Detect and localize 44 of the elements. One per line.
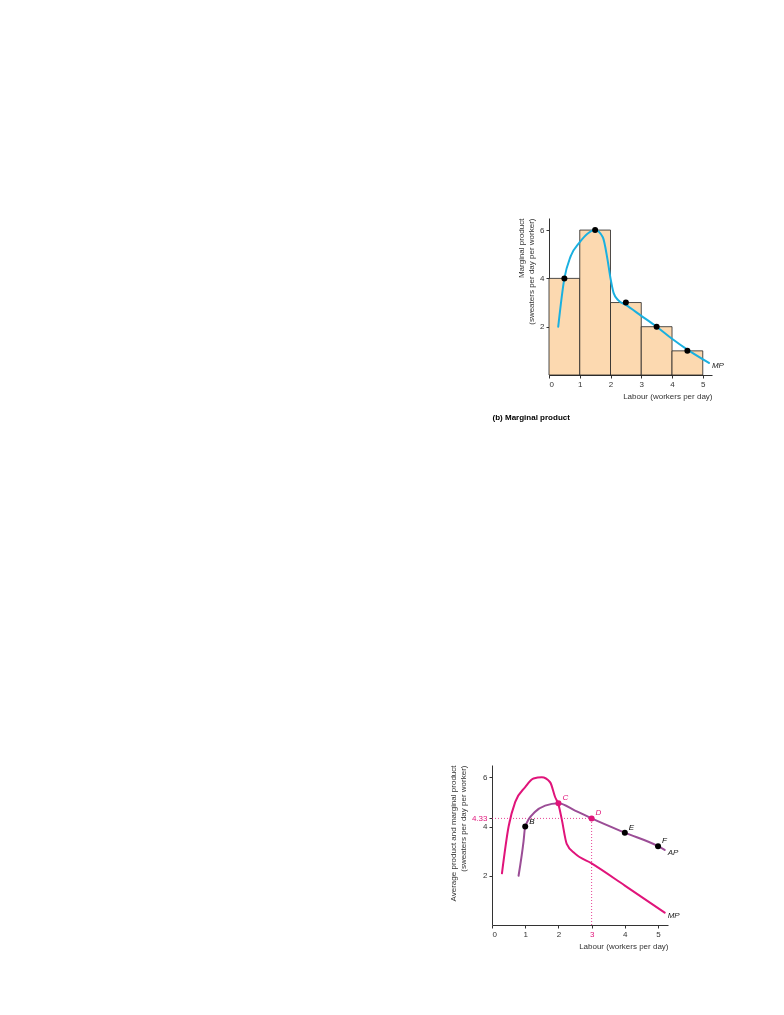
y-tick-label: 2 (540, 322, 546, 332)
point (588, 815, 595, 822)
point (684, 347, 691, 354)
y-tick-label: 2 (483, 871, 489, 881)
annotation: E (628, 822, 635, 832)
y-tick-label: 4 (540, 273, 546, 283)
y-tick-label: 4 (483, 822, 489, 832)
x-axis-title: Labour (workers per day) (579, 941, 669, 951)
x-tick-label: 2 (608, 379, 614, 389)
x-tick-label: 5 (701, 379, 707, 389)
y-tick-label: 6 (540, 225, 546, 235)
x-tick-label: 1 (578, 379, 584, 389)
x-tick-label: 3 (639, 379, 645, 389)
y-axis-title: Average product and marginal product (sweaters per day per worker) (448, 764, 468, 902)
point (561, 275, 568, 282)
point (622, 299, 629, 306)
annotation: C (562, 793, 569, 803)
point (621, 829, 628, 836)
text: (b) Marginal product (492, 413, 571, 422)
point (555, 800, 562, 807)
x-tick-label: 1 (523, 929, 529, 939)
series-label: MP (711, 360, 725, 370)
line-series (557, 229, 710, 364)
y-tick-label: 4.33 (471, 813, 489, 823)
annotation: F (662, 836, 669, 846)
y-axis-title: Marginal product (sweaters per day per worker) (517, 217, 537, 325)
y-tick-label: 6 (483, 772, 489, 782)
x-tick-label: 0 (549, 379, 555, 389)
annotation: B (529, 816, 536, 826)
x-tick-label: 0 (492, 929, 498, 939)
x-tick-label: 4 (670, 379, 676, 389)
x-tick-label: 4 (623, 929, 629, 939)
series-label: AP (666, 847, 680, 857)
point (522, 823, 529, 830)
x-tick-label: 2 (556, 929, 562, 939)
annotation: D (595, 808, 602, 818)
point (655, 843, 662, 850)
line-series (517, 802, 666, 877)
x-tick-label: 5 (656, 929, 662, 939)
x-tick-label: 3 (589, 929, 595, 939)
point (653, 323, 660, 330)
point (592, 227, 599, 234)
x-axis-title: Labour (workers per day) (623, 391, 713, 401)
series-label: MP (667, 910, 681, 920)
